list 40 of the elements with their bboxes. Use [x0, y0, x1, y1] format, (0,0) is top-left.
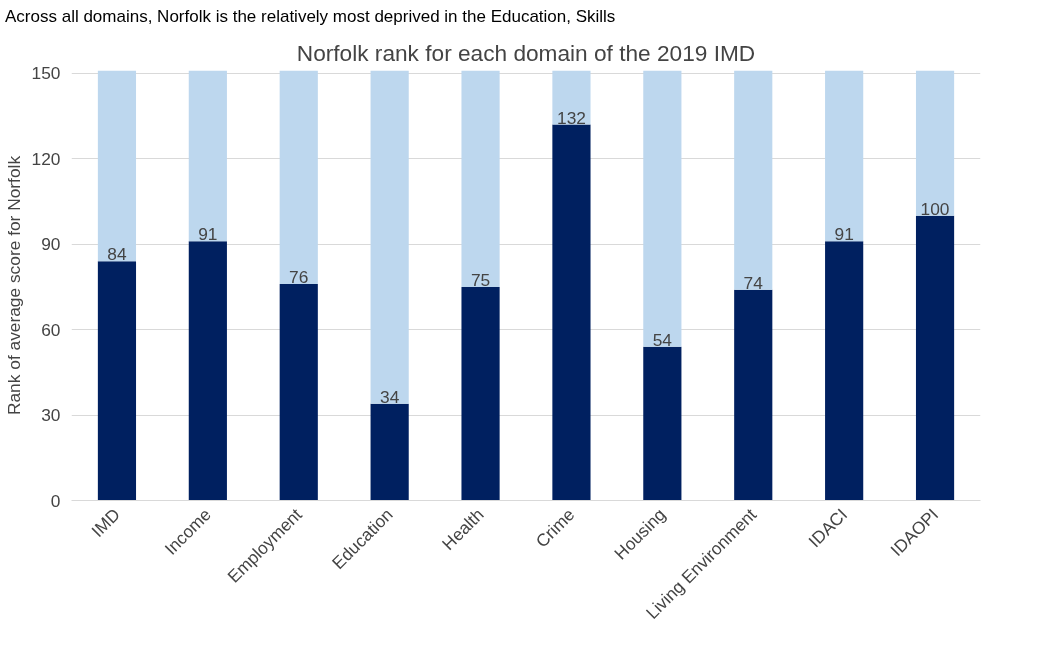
bar: [825, 70, 864, 242]
bar: [370, 403, 409, 501]
bar: [552, 70, 591, 125]
bar: [915, 70, 955, 216]
bar: [643, 346, 682, 501]
bar: [97, 261, 137, 501]
bar: [825, 241, 864, 501]
data-label: 75: [470, 269, 491, 290]
data-label: 91: [834, 224, 854, 245]
text: Across all domains, Norfolk is the relatively most deprived in the Education, Skills: [5, 6, 616, 28]
y-tick-label: 120: [31, 148, 61, 169]
y-tick-label: 30: [41, 405, 61, 426]
data-label: 84: [107, 244, 127, 265]
bar: [370, 70, 409, 404]
y-tick-label: 60: [41, 319, 61, 340]
data-label: 76: [289, 267, 309, 288]
bar: [643, 70, 682, 347]
y-axis-title: Rank of average score for Norfolk: [3, 155, 24, 416]
chart-title: Norfolk rank for each domain of the 2019 IMD: [296, 39, 756, 66]
data-label: 74: [743, 272, 764, 293]
y-tick-label: 150: [31, 63, 61, 84]
bar: [915, 215, 955, 501]
x-tick-label: IMD: [87, 504, 125, 542]
bar: [734, 289, 773, 501]
data-label: 100: [920, 198, 950, 219]
bar: [552, 124, 591, 501]
data-label: 91: [198, 224, 218, 245]
bar: [279, 70, 318, 285]
bar: [97, 70, 137, 262]
data-label: 54: [652, 329, 673, 350]
bar: [188, 70, 227, 242]
bar: [461, 286, 500, 501]
bar: [461, 70, 500, 287]
bar: [188, 241, 227, 501]
y-tick-label: 90: [41, 234, 61, 255]
bar: [279, 284, 318, 501]
data-label: 34: [380, 386, 400, 407]
y-tick-label: 0: [50, 490, 61, 511]
bar: [734, 70, 773, 290]
data-label: 132: [556, 107, 586, 128]
